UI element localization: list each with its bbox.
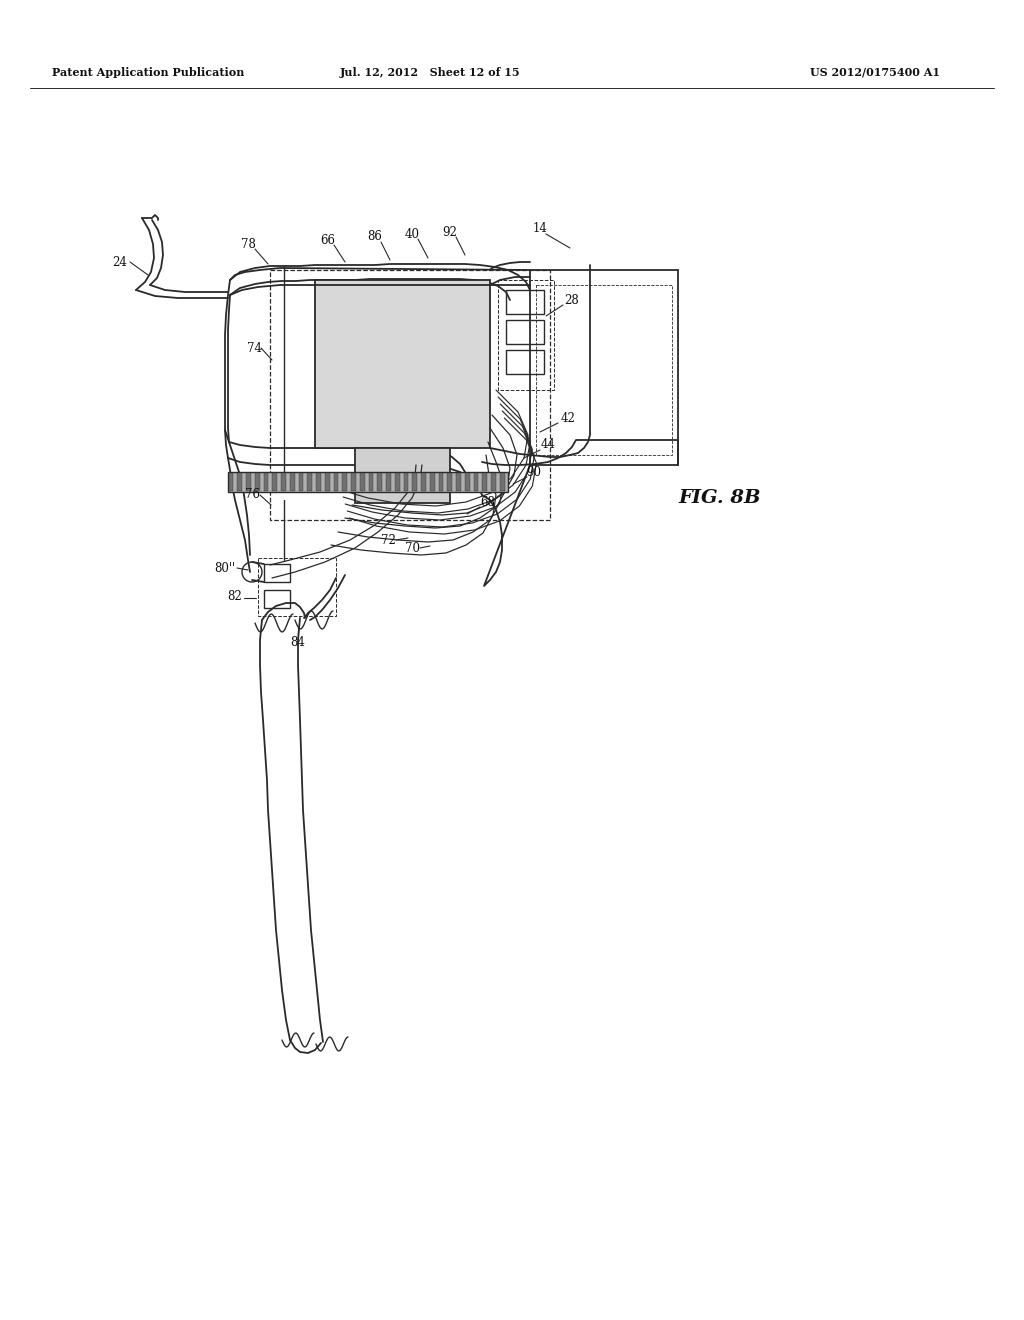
Text: 74: 74 — [247, 342, 261, 355]
Text: Patent Application Publication: Patent Application Publication — [52, 66, 245, 78]
Bar — [530, 271, 678, 465]
Bar — [264, 590, 290, 609]
Bar — [307, 473, 312, 491]
Bar — [299, 473, 303, 491]
Bar — [355, 447, 450, 503]
Bar — [228, 473, 508, 492]
Bar — [438, 473, 443, 491]
Bar — [482, 473, 487, 491]
Text: 14: 14 — [532, 222, 548, 235]
Bar — [498, 280, 554, 389]
Bar — [325, 473, 330, 491]
Text: FIG. 8B: FIG. 8B — [679, 488, 761, 507]
Text: 68: 68 — [480, 495, 496, 508]
Bar — [264, 564, 290, 582]
Bar — [238, 473, 242, 491]
Bar — [506, 350, 544, 374]
Text: 86: 86 — [368, 231, 382, 243]
Bar — [447, 473, 452, 491]
Bar — [536, 285, 672, 455]
Text: 80'': 80'' — [214, 561, 236, 574]
Bar — [334, 473, 338, 491]
Bar — [290, 473, 295, 491]
Bar — [430, 473, 434, 491]
Bar — [369, 473, 374, 491]
Text: 78: 78 — [241, 238, 255, 251]
Bar — [490, 473, 496, 491]
Text: Jul. 12, 2012   Sheet 12 of 15: Jul. 12, 2012 Sheet 12 of 15 — [340, 66, 520, 78]
Bar — [403, 473, 409, 491]
Text: 76: 76 — [245, 488, 259, 502]
Text: 72: 72 — [381, 533, 395, 546]
Bar — [351, 473, 355, 491]
Text: 24: 24 — [113, 256, 127, 268]
Text: 40: 40 — [404, 227, 420, 240]
Bar — [506, 319, 544, 345]
Text: 70: 70 — [404, 541, 420, 554]
Text: 90: 90 — [526, 466, 542, 479]
Text: 66: 66 — [321, 234, 336, 247]
Bar — [246, 473, 251, 491]
Bar — [506, 290, 544, 314]
Bar — [386, 473, 391, 491]
Bar — [394, 473, 399, 491]
Bar — [228, 473, 233, 491]
Bar — [263, 473, 268, 491]
Bar — [342, 473, 347, 491]
Text: 82: 82 — [227, 590, 243, 602]
Text: 42: 42 — [560, 412, 575, 425]
Text: 84: 84 — [291, 636, 305, 649]
Bar — [473, 473, 478, 491]
Bar — [500, 473, 505, 491]
Bar — [281, 473, 286, 491]
Bar — [359, 473, 365, 491]
Text: 92: 92 — [442, 226, 458, 239]
Bar — [465, 473, 470, 491]
Text: US 2012/0175400 A1: US 2012/0175400 A1 — [810, 66, 940, 78]
Bar — [272, 473, 278, 491]
Bar — [255, 473, 259, 491]
Bar — [258, 558, 336, 616]
Bar — [315, 280, 490, 447]
Bar — [316, 473, 321, 491]
Text: 28: 28 — [564, 293, 580, 306]
Bar — [377, 473, 382, 491]
Bar — [421, 473, 426, 491]
Text: 44: 44 — [541, 438, 555, 451]
Bar — [456, 473, 461, 491]
Bar — [270, 271, 550, 520]
Bar — [413, 473, 417, 491]
